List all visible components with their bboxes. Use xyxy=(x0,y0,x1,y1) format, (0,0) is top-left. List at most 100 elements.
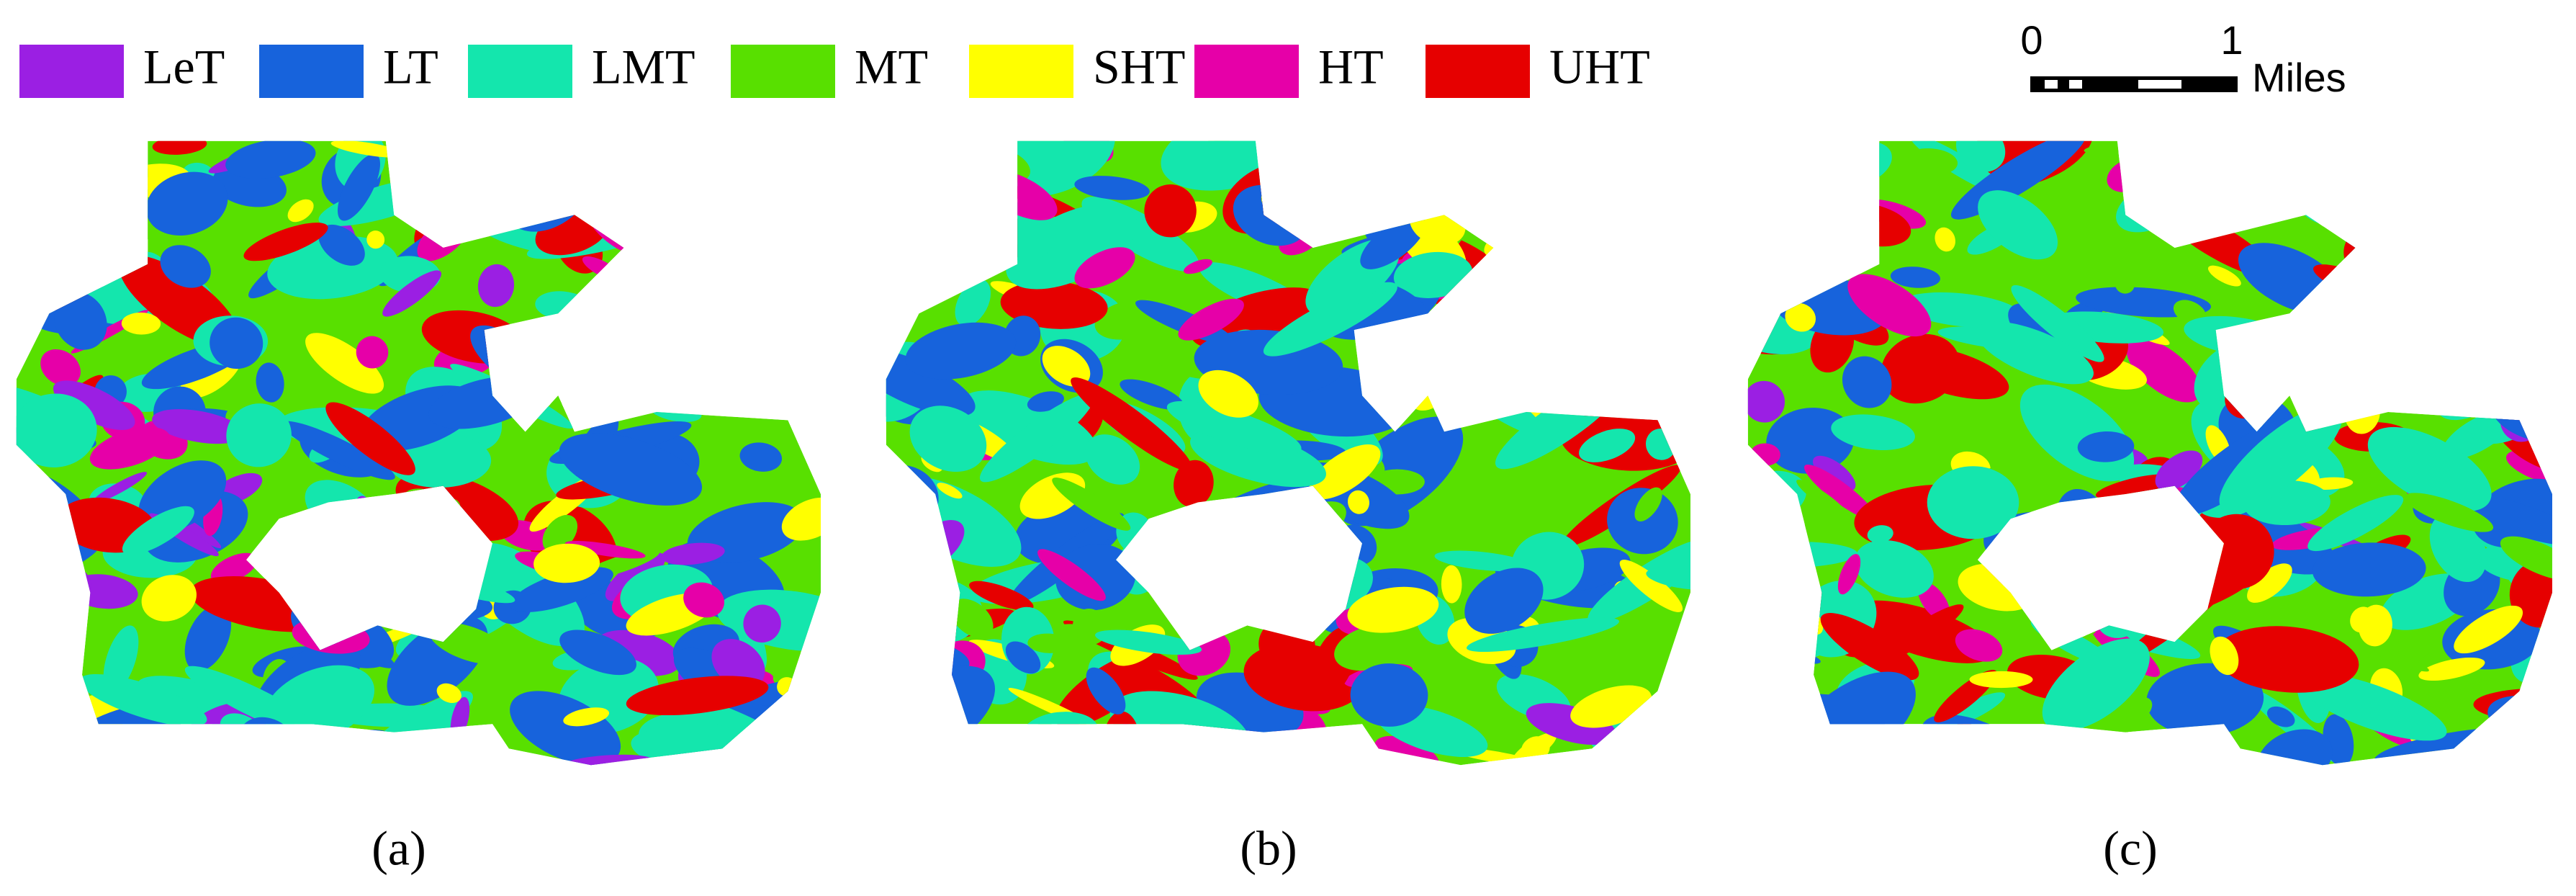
map-zone xyxy=(301,552,390,602)
map-zone xyxy=(1854,539,1934,598)
map-zone xyxy=(427,140,471,163)
map-zone xyxy=(1813,455,1856,491)
map-zone xyxy=(2171,140,2241,168)
map-zone xyxy=(2044,557,2089,585)
map-zone xyxy=(2326,333,2410,392)
map-zone xyxy=(1027,633,1071,653)
map-zone xyxy=(2271,143,2343,176)
map-zone xyxy=(1747,735,1759,751)
map-zone xyxy=(225,140,316,179)
panel-label: (a) xyxy=(371,821,425,876)
map-zone xyxy=(1467,617,1619,653)
map-zone xyxy=(563,707,610,727)
map-zone xyxy=(184,666,323,738)
legend-swatch xyxy=(1194,45,1299,98)
map-zone xyxy=(1390,156,1422,181)
map-zone xyxy=(1219,528,1298,595)
map-zone xyxy=(1001,732,1045,764)
map-zone xyxy=(68,140,126,179)
map-zone xyxy=(16,623,84,666)
map-zone xyxy=(1785,303,1816,332)
map-zone xyxy=(318,224,365,266)
map-zone xyxy=(743,604,781,643)
map-zone xyxy=(1120,379,1184,410)
map-zone xyxy=(708,387,744,416)
map-zone xyxy=(2440,303,2552,375)
map-zone xyxy=(1955,140,2006,172)
map-zone xyxy=(559,630,636,676)
map-zone xyxy=(243,223,328,261)
scale-bar: 0 1 Miles xyxy=(2020,17,2346,100)
map-zone xyxy=(2147,164,2176,203)
map-zone xyxy=(73,213,125,279)
map-zone xyxy=(2018,572,2061,592)
map-zone xyxy=(2313,264,2404,306)
map-zone xyxy=(16,577,84,653)
map-zone xyxy=(1184,259,1212,274)
map-zone xyxy=(1820,613,1919,681)
map-zone xyxy=(623,151,647,169)
map-zone xyxy=(2440,216,2469,234)
map-zone xyxy=(2266,706,2295,727)
map-zone xyxy=(886,732,914,766)
map-zone xyxy=(16,581,67,633)
map-zone xyxy=(1646,568,1690,590)
map-zone xyxy=(1806,728,1955,766)
map-zone xyxy=(2099,535,2138,564)
map-zone xyxy=(2285,332,2354,369)
map-zone xyxy=(2367,426,2492,512)
map-zone xyxy=(2225,380,2263,419)
map-zone xyxy=(1625,371,1651,410)
map-zone xyxy=(2251,153,2336,195)
map-zone xyxy=(1903,148,1958,176)
map-zone xyxy=(1747,189,1780,252)
map-zone xyxy=(436,683,461,704)
map-zone xyxy=(79,673,207,727)
map-zone xyxy=(35,551,83,590)
map-zone xyxy=(1558,287,1680,332)
map-zone xyxy=(626,196,766,262)
map-zone xyxy=(16,393,97,467)
map-zone xyxy=(1747,748,1828,766)
map-zone xyxy=(160,245,211,288)
map-zone xyxy=(1350,663,1428,727)
map-zone xyxy=(1198,369,1258,418)
map-zone xyxy=(739,442,783,472)
map-zone xyxy=(1536,333,1586,372)
map-zone xyxy=(2042,638,2150,732)
map-zone xyxy=(2257,729,2333,766)
map-zone xyxy=(2500,536,2552,581)
map-zone xyxy=(560,140,689,189)
map-zone xyxy=(287,199,314,223)
map-zone xyxy=(700,140,816,198)
map-zone xyxy=(1847,274,1932,337)
map-zone xyxy=(1318,560,1353,583)
map-zone xyxy=(886,461,904,490)
map-zone xyxy=(1837,554,1861,595)
map-zone xyxy=(2484,328,2552,346)
map-zone xyxy=(2242,174,2304,205)
map-zone xyxy=(2343,227,2388,274)
map-zone xyxy=(1202,569,1259,619)
map-zone xyxy=(2115,274,2135,294)
map-zone xyxy=(1531,312,1572,348)
map-zone xyxy=(1824,161,1861,200)
map-zone xyxy=(1444,352,1480,411)
map-zone xyxy=(528,140,646,203)
map-zone xyxy=(1747,143,1821,216)
map-zone xyxy=(1927,466,2019,539)
scale-end: 1 xyxy=(2220,17,2243,63)
map-zone xyxy=(1493,226,1558,277)
map-zone xyxy=(1634,487,1662,521)
map-zone xyxy=(569,293,627,349)
map-zone xyxy=(2418,657,2485,681)
map-zone xyxy=(1803,464,1877,521)
map-zone xyxy=(2126,529,2187,550)
map-zone xyxy=(152,409,245,444)
map-zone xyxy=(141,575,197,622)
map-zone xyxy=(382,270,442,317)
map-zone xyxy=(1484,225,1530,258)
panel-label: (c) xyxy=(2103,821,2157,876)
map-zone xyxy=(2289,306,2413,396)
map-zone xyxy=(1272,516,1320,544)
